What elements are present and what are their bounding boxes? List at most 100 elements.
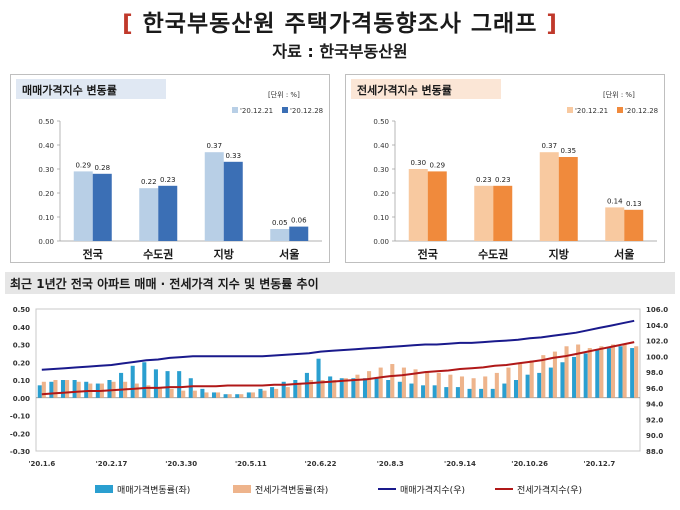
rent-change-bar [599, 346, 604, 398]
rent-change-bar [529, 360, 534, 398]
sale-change-bar [548, 367, 553, 398]
rent-change-bar [494, 372, 499, 398]
sale-change-bar [188, 378, 193, 398]
chart-legend-label-0: '20.12.21 [575, 107, 608, 115]
chart-unit: [단위 : %] [268, 90, 300, 99]
bar-0 [204, 152, 224, 241]
bar-data-label: 0.37 [206, 142, 222, 150]
rent-change-bar [192, 390, 197, 398]
sale-change-bar [630, 348, 635, 398]
rent-change-bar [610, 344, 616, 398]
rent-change-bar [541, 355, 546, 398]
rent-change-bar [227, 394, 232, 398]
bar-data-label: 0.06 [291, 217, 307, 225]
chart-legend-label-1: '20.12.28 [290, 107, 323, 115]
y-right-tick-label: 96.0 [646, 385, 663, 393]
sale-change-bar [583, 353, 588, 398]
trend-title: 최근 1년간 전국 아파트 매매 · 전세가격 지수 및 변동률 추이 [10, 276, 319, 291]
rent-change-bar [413, 369, 418, 398]
sale-change-bar [223, 394, 228, 398]
sale-change-chart: 매매가격지수 변동률 [단위 : %] '20.12.21 '20.12.28 0.00… [10, 74, 330, 263]
sale-change-bar [386, 380, 391, 398]
rent-change-bar [262, 390, 267, 398]
bar-data-label: 0.14 [607, 197, 623, 205]
legend-sale-change-swatch [95, 485, 113, 493]
rent-change-bar [634, 346, 639, 398]
sale-change-bar [142, 362, 147, 398]
bar-data-label: 0.23 [476, 176, 492, 184]
x-tick-label: '20.1.6 [28, 460, 55, 468]
rent-change-bar [459, 376, 465, 398]
sale-change-bar [37, 385, 42, 398]
y-left-tick-label: 0.40 [13, 324, 30, 332]
bar-data-label: 0.35 [560, 147, 576, 155]
bar-data-label: 0.23 [495, 176, 511, 184]
rent-change-bar [41, 381, 46, 398]
sale-change-bar [432, 385, 437, 398]
rent-change-bar [216, 392, 221, 398]
sale-change-bar [107, 380, 112, 398]
y-left-tick-label: -0.20 [10, 430, 30, 438]
chart-legend-swatch-0 [567, 107, 573, 113]
chart-legend-swatch-0 [232, 107, 238, 113]
y-left-tick-label: 0.30 [13, 342, 30, 350]
y-tick-label: 0.10 [38, 214, 54, 222]
sale-change-bar [513, 380, 519, 398]
bar-data-label: 0.33 [225, 152, 241, 160]
rent-change-bar [436, 372, 441, 398]
rent-change-bar [552, 351, 557, 398]
sale-change-bar [374, 378, 379, 398]
x-tick-label: '20.5.11 [235, 460, 267, 468]
chart-legend-swatch-1 [282, 107, 288, 113]
bar-0 [408, 169, 428, 241]
sale-change-bar [618, 346, 623, 398]
sale-change-bar [293, 380, 298, 398]
x-tick-label: '20.6.22 [305, 460, 337, 468]
sale-change-bar [409, 383, 414, 398]
x-tick-label: '20.3.30 [165, 460, 197, 468]
bar-data-label: 0.23 [160, 176, 176, 184]
sale-change-bar [130, 365, 135, 398]
chart-legend-label-1: '20.12.28 [625, 107, 658, 115]
y-left-tick-label: -0.30 [10, 448, 30, 456]
y-tick-label: 0.20 [373, 190, 389, 198]
rent-change-bar [506, 367, 511, 398]
x-tick-label: '20.12.7 [583, 460, 615, 468]
page-title: [ 한국부동산원 주택가격동향조사 그래프 ] [0, 4, 680, 38]
rent-change-bar [169, 388, 174, 398]
y-left-tick-label: 0.10 [13, 377, 30, 385]
sale-change-bar [72, 380, 77, 398]
y-tick-label: 0.00 [373, 238, 389, 246]
title-bracket-open: [ [122, 11, 134, 37]
y-right-tick-label: 92.0 [646, 416, 663, 424]
sale-change-bar [479, 388, 484, 398]
y-right-tick-label: 104.0 [646, 322, 668, 330]
chart-unit: [단위 : %] [603, 90, 635, 99]
rent-change-bar [355, 374, 360, 398]
rent-change-bar [448, 374, 453, 398]
sale-change-bar [525, 374, 530, 398]
bar-data-label: 0.30 [410, 159, 426, 167]
rent-change-bar [425, 371, 430, 398]
y-right-tick-label: 90.0 [646, 432, 663, 440]
bar-1 [558, 157, 578, 241]
bar-0 [73, 171, 93, 241]
y-tick-label: 0.00 [38, 238, 54, 246]
rent-change-bar [76, 381, 81, 398]
y-tick-label: 0.50 [373, 118, 389, 126]
sale-change-bar [595, 349, 600, 398]
rent-change-bar [343, 378, 348, 398]
legend-rent-change-swatch [233, 485, 251, 493]
sale-change-bar [316, 358, 321, 398]
x-category-label: 수도권 [143, 248, 173, 261]
sale-change-bar [165, 371, 170, 398]
rent-change-bar [378, 367, 383, 398]
rent-change-bar [320, 380, 325, 398]
y-left-tick-label: 0.20 [13, 359, 30, 367]
chart-title-bg [351, 79, 501, 99]
chart-legend-label-0: '20.12.21 [240, 107, 273, 115]
x-tick-label: '20.10.26 [511, 460, 548, 468]
sale-index-line [41, 319, 635, 371]
y-right-tick-label: 98.0 [646, 369, 663, 377]
sale-change-bar [246, 392, 251, 398]
